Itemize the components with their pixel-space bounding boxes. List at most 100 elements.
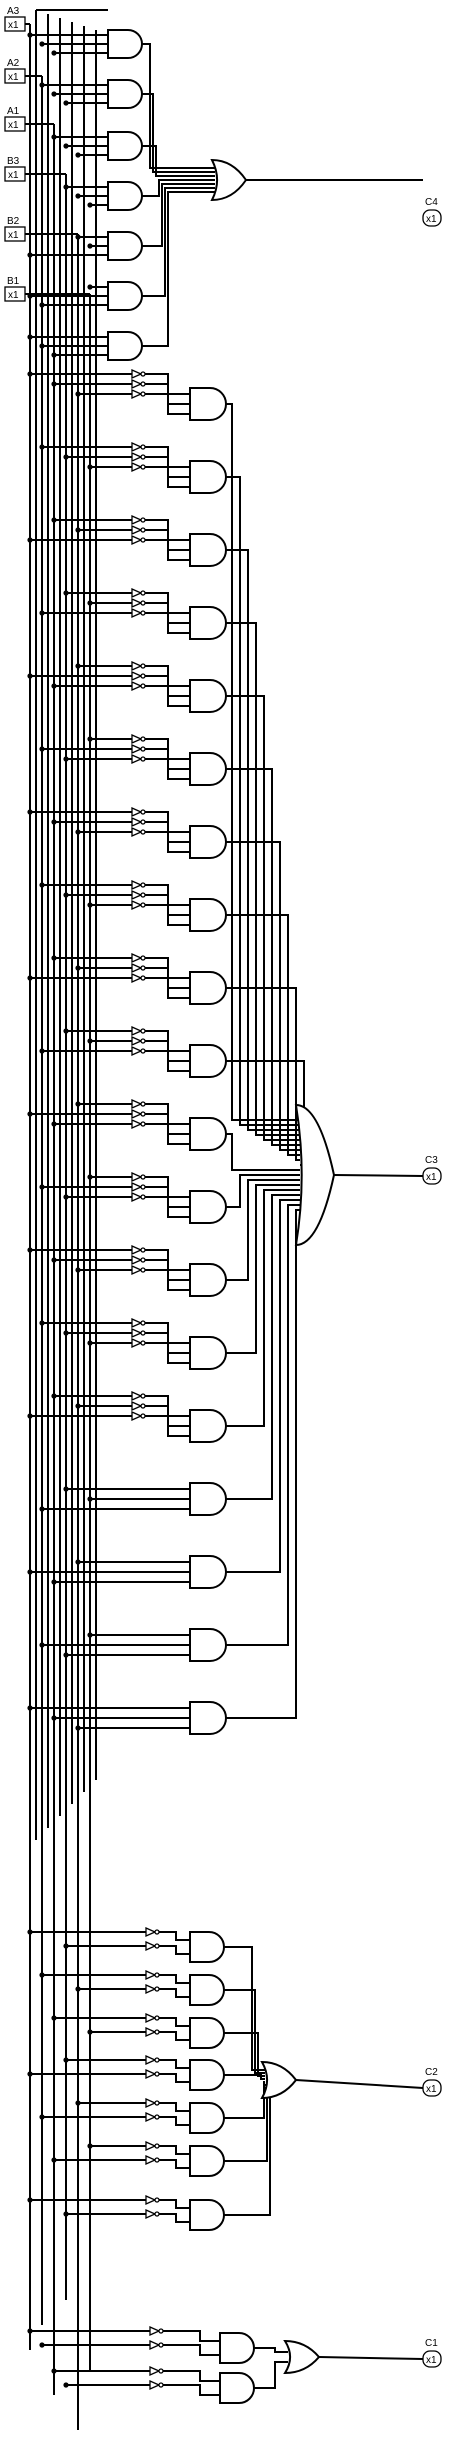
not-gate bbox=[131, 1108, 143, 1120]
junction-dot bbox=[63, 2057, 69, 2063]
wire bbox=[226, 695, 300, 1141]
output-pin-c1[interactable]: C1 x1 bbox=[422, 2338, 442, 2368]
and-gate bbox=[189, 1974, 225, 2006]
not-bubble bbox=[140, 1101, 146, 1107]
junction-dot bbox=[75, 152, 81, 158]
not-bubble bbox=[140, 1403, 146, 1409]
input-value-a1: x1 bbox=[8, 120, 19, 131]
junction-dot bbox=[75, 527, 81, 533]
junction-dot bbox=[51, 134, 57, 140]
not-gate bbox=[131, 1118, 143, 1130]
junction-dot bbox=[75, 2100, 81, 2106]
not-gate bbox=[145, 2054, 157, 2066]
not-gate bbox=[131, 952, 143, 964]
junction-dot bbox=[87, 1632, 93, 1638]
not-bubble bbox=[140, 809, 146, 815]
wire bbox=[159, 1988, 190, 1998]
junction-dot bbox=[51, 1579, 57, 1585]
junction-dot bbox=[39, 82, 45, 88]
not-gate bbox=[131, 899, 143, 911]
wire bbox=[224, 2032, 265, 2077]
junction-dot bbox=[27, 1569, 33, 1575]
wire bbox=[159, 2199, 190, 2209]
not-bubble bbox=[154, 2029, 160, 2035]
not-gate bbox=[145, 2194, 157, 2206]
input-pin-b2[interactable]: B2 x1 bbox=[4, 216, 26, 242]
and-gate bbox=[189, 825, 227, 859]
and-gate bbox=[189, 2145, 225, 2177]
wire bbox=[226, 1174, 300, 1208]
junction-dot bbox=[63, 2211, 69, 2217]
not-bubble bbox=[140, 1330, 146, 1336]
not-bubble bbox=[154, 2114, 160, 2120]
output-pin-c3[interactable]: C3 x1 bbox=[422, 1155, 442, 1185]
not-gate bbox=[131, 826, 143, 838]
not-bubble bbox=[154, 1929, 160, 1935]
junction-dot bbox=[39, 1506, 45, 1512]
not-gate bbox=[131, 1400, 143, 1412]
junction-dot bbox=[87, 902, 93, 908]
input-pin-a1[interactable]: A1 x1 bbox=[4, 106, 26, 132]
input-pin-b3[interactable]: B3 x1 bbox=[4, 156, 26, 182]
junction-dot bbox=[75, 1725, 81, 1731]
junction-dot bbox=[63, 1486, 69, 1492]
input-pin-b1[interactable]: B1 x1 bbox=[4, 276, 26, 302]
input-value-b2: x1 bbox=[8, 230, 19, 241]
and-gate bbox=[189, 2059, 225, 2091]
not-bubble bbox=[158, 2382, 164, 2388]
and-gate bbox=[189, 460, 227, 494]
wire bbox=[145, 1342, 190, 1364]
wire bbox=[142, 191, 215, 347]
wire bbox=[159, 1945, 190, 1955]
junction-dot bbox=[75, 1986, 81, 1992]
not-gate bbox=[131, 607, 143, 619]
not-gate bbox=[131, 461, 143, 473]
not-bubble bbox=[140, 902, 146, 908]
junction-dot bbox=[63, 100, 69, 106]
wire bbox=[254, 2347, 288, 2353]
input-pin-a2[interactable]: A2 x1 bbox=[4, 58, 26, 84]
wire bbox=[226, 1204, 300, 1646]
wire bbox=[145, 904, 190, 926]
input-value-b3: x1 bbox=[8, 170, 19, 181]
and-gate bbox=[189, 387, 227, 421]
not-gate bbox=[145, 2140, 157, 2152]
junction-dot bbox=[51, 1393, 57, 1399]
not-bubble bbox=[140, 746, 146, 752]
wire bbox=[163, 2384, 220, 2396]
not-bubble bbox=[140, 736, 146, 742]
wire bbox=[226, 987, 300, 1161]
not-gate bbox=[131, 1264, 143, 1276]
not-bubble bbox=[140, 1184, 146, 1190]
not-bubble bbox=[154, 2157, 160, 2163]
not-gate bbox=[131, 879, 143, 891]
wire bbox=[145, 831, 190, 853]
junction-dot bbox=[75, 829, 81, 835]
junction-dot bbox=[87, 1038, 93, 1044]
junction-dot bbox=[27, 1929, 33, 1935]
not-bubble bbox=[140, 829, 146, 835]
not-gate bbox=[131, 1254, 143, 1266]
junction-dot bbox=[87, 464, 93, 470]
or-gate bbox=[210, 158, 248, 202]
wire bbox=[163, 2330, 220, 2342]
and-gate bbox=[189, 752, 227, 786]
input-pin-a3[interactable]: A3 x1 bbox=[4, 6, 26, 32]
and-gate bbox=[107, 231, 143, 261]
junction-dot bbox=[75, 663, 81, 669]
junction-dot bbox=[51, 819, 57, 825]
wire bbox=[142, 145, 215, 177]
output-pin-c2[interactable]: C2 x1 bbox=[422, 2067, 442, 2097]
junction-dot bbox=[39, 1184, 45, 1190]
wire bbox=[159, 2159, 190, 2169]
output-pin-c4[interactable]: C4 x1 bbox=[422, 197, 442, 227]
not-bubble bbox=[140, 882, 146, 888]
not-bubble bbox=[140, 1267, 146, 1273]
junction-dot bbox=[51, 1715, 57, 1721]
and-gate bbox=[189, 2102, 225, 2134]
junction-dot bbox=[39, 882, 45, 888]
not-gate bbox=[131, 743, 143, 755]
not-gate bbox=[131, 1244, 143, 1256]
junction-dot bbox=[75, 1101, 81, 1107]
